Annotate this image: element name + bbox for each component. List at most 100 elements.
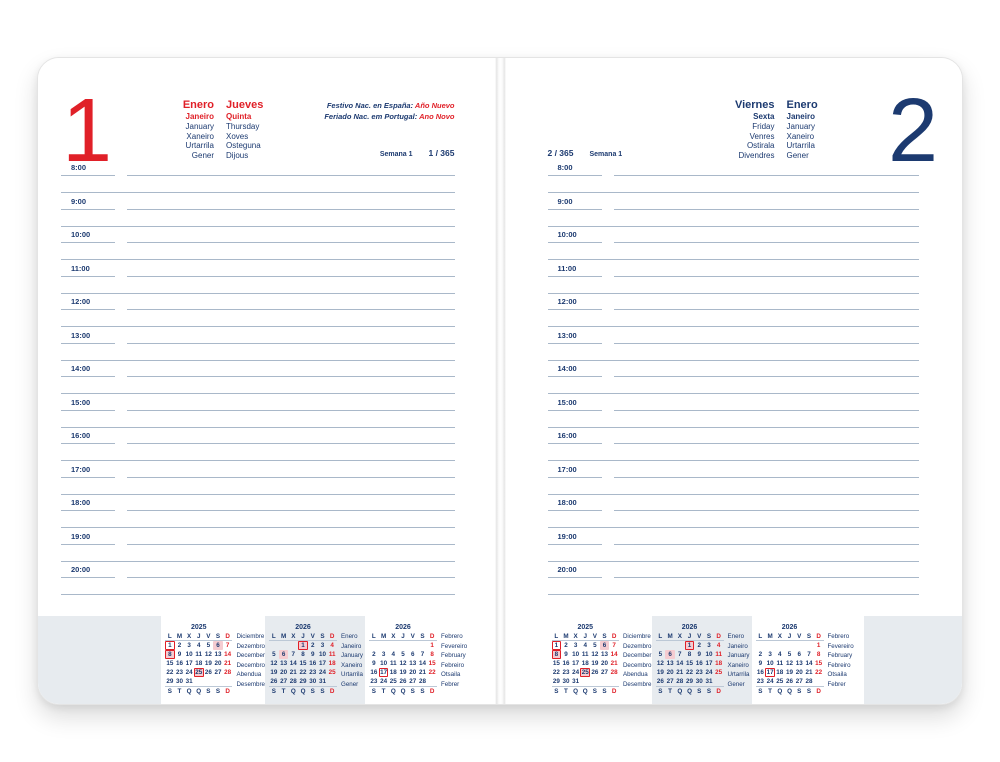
mini-cal-day: 28 [676, 677, 684, 685]
calendar-week-row: 9 10 11 12 13 14 15 [756, 659, 824, 668]
mini-calendar-year: 2026 [781, 624, 798, 631]
mini-cal-day: 22 [815, 668, 823, 676]
month-name: Janeiro [786, 112, 815, 121]
hour-rule [127, 532, 455, 545]
mini-cal-day: 23 [562, 668, 570, 676]
weekday-initial: L [758, 633, 763, 640]
mini-cal-day: 18 [776, 668, 784, 676]
gap [602, 431, 614, 444]
mini-cal-day: 12 [591, 650, 599, 658]
half-hour-rule [61, 460, 455, 461]
month-name-label: Desembre [622, 680, 652, 688]
mini-cal-day: 5 [787, 650, 792, 658]
time-label: 17:00 [61, 465, 115, 478]
mini-cal-day: 28 [289, 677, 297, 685]
hour-line-row: 10:00 [61, 230, 455, 243]
month-name-label: Xaneiro [727, 661, 749, 669]
gap [115, 230, 127, 243]
name-row: Divendres Gener [685, 151, 867, 161]
month-name-label: Febreiro [441, 661, 465, 669]
mini-cal-day: 9 [758, 659, 763, 667]
hour-rule [127, 197, 455, 210]
day-name: Friday [752, 122, 775, 131]
day-name: Quinta [226, 112, 252, 121]
month-name-label: Decembro [622, 661, 652, 669]
day-name: Ostirala [746, 141, 775, 151]
mini-cal-day: 6 [797, 650, 801, 658]
month-name-label: Desembre [236, 680, 265, 688]
hour-slot: 14:00 [61, 364, 455, 398]
mini-cal-day: 25 [328, 668, 336, 676]
half-hour-rule [61, 192, 455, 193]
gap [115, 364, 127, 377]
month-name: Urtarrila [786, 141, 815, 151]
hour-slot: 17:00 [547, 465, 919, 499]
day-number: 1 [62, 81, 112, 181]
mini-cal-day [765, 641, 775, 650]
month-name-label: Abendua [622, 671, 648, 679]
day-name: Jueves [226, 99, 264, 111]
month-name-labels: Enero Janeiro January Xaneiro Urtarrila Gener [337, 623, 365, 704]
month-name-labels: Diciembre Dezembro December Decembro Abendua… [232, 623, 265, 704]
mini-cal-day: 19 [399, 668, 407, 676]
mini-calendar-year: 2026 [395, 624, 411, 631]
mini-cal-day: 4 [778, 650, 782, 658]
time-label: 20:00 [61, 565, 115, 578]
hour-slot: 20:00 [547, 565, 919, 599]
half-hour-rule [547, 192, 919, 193]
hour-line-row: 12:00 [61, 297, 455, 310]
time-label: 18:00 [547, 498, 602, 511]
hour-line-row: 15:00 [547, 398, 919, 411]
gap [115, 465, 127, 478]
weekday-initial: S [271, 687, 276, 695]
weekday-initial: L [371, 633, 376, 640]
hour-line-row: 14:00 [547, 364, 919, 377]
weekday-initial: S [215, 633, 221, 640]
mini-cal-day: 13 [280, 659, 288, 667]
month-name: Gener [191, 150, 214, 160]
name-row: Gener Dijous [136, 151, 318, 161]
hour-slot: 12:00 [61, 297, 455, 331]
month-name: Enero [182, 99, 214, 111]
weekday-initial: Q [186, 687, 192, 695]
month-name: Gener [786, 150, 809, 160]
mini-cal-day: 26 [656, 677, 664, 685]
hour-slot: 18:00 [547, 498, 919, 532]
mini-cal-day: 10 [766, 659, 774, 667]
weekday-initial: J [583, 633, 587, 640]
hour-slot: 10:00 [547, 230, 919, 264]
hour-rule [613, 163, 919, 176]
hour-line-row: 17:00 [547, 465, 919, 478]
mini-cal-day: 23 [695, 668, 703, 676]
mini-cal-day: 5 [593, 641, 597, 649]
holiday-name: Ano Novo [419, 111, 455, 121]
mini-cal-day: 12 [204, 650, 212, 658]
gap [115, 297, 127, 310]
weekday-initial: X [187, 633, 192, 640]
half-hour-rule [61, 292, 455, 294]
mini-calendar: 2026 L M X J V S D 1 2 3 4 5 6 7 8 9 10 11 12 13 14 15 16 17 18 19… [651, 616, 752, 704]
time-label: 11:00 [61, 264, 115, 277]
month-name-label: December [236, 652, 265, 660]
mini-cal-day: 20 [601, 659, 609, 667]
mini-cal-day: 4 [716, 641, 721, 649]
mini-cal-day: 17 [705, 659, 713, 667]
mini-cal-day: 20 [214, 659, 222, 667]
mini-cal-day: 10 [572, 650, 580, 658]
mini-cal-day: 2 [177, 641, 182, 649]
mini-cal-day: 1 [816, 641, 821, 649]
weekday-initial: V [592, 633, 597, 640]
hour-slot: 15:00 [547, 398, 919, 432]
mini-cal-day: 11 [389, 659, 397, 667]
mini-cal-day: 4 [391, 650, 396, 658]
day-number: 2 [887, 81, 938, 181]
weekday-initial: S [602, 687, 607, 695]
mini-cal-day: 1 [298, 640, 308, 650]
mini-cal-day: 11 [328, 650, 336, 658]
half-hour-rule [547, 326, 919, 327]
mini-calendar-grid: 2026 L M X J V S D 1 2 3 4 5 6 7 8 9 10 11 12 13 14 15 16 17 18 19… [752, 623, 824, 704]
hour-rule [127, 565, 455, 578]
hour-rule [613, 264, 919, 277]
week-number-label: Semana 1 [379, 151, 413, 158]
